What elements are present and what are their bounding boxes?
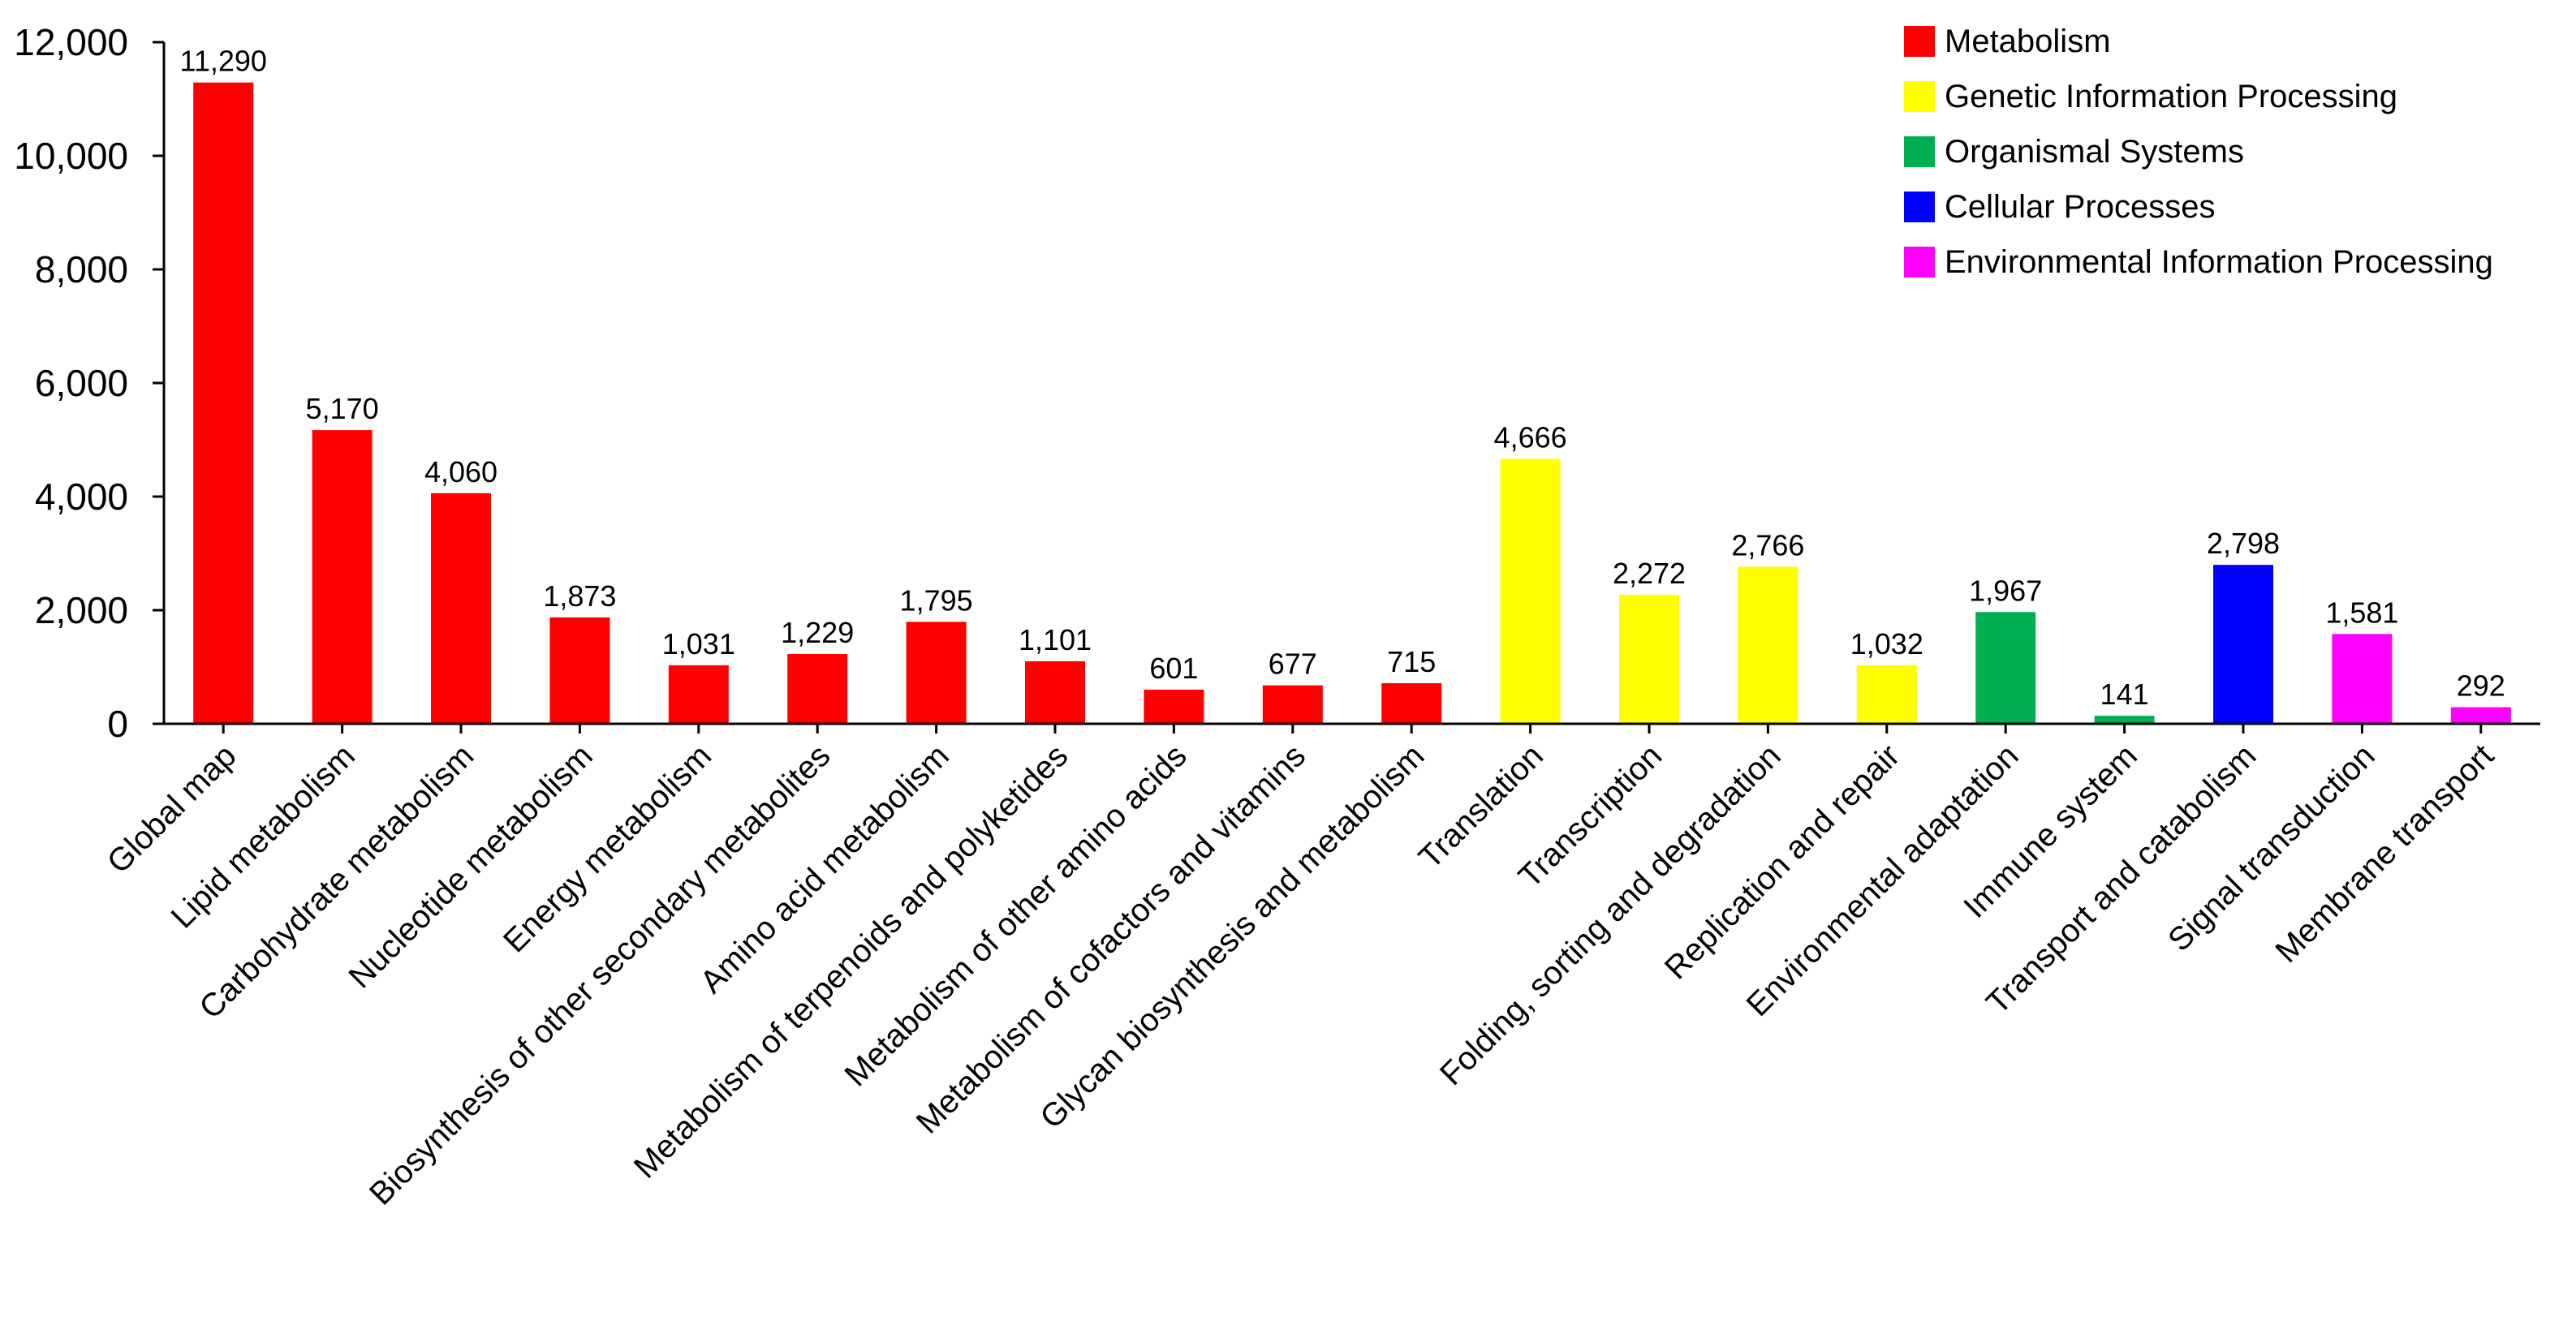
data-label: 1,967	[1969, 574, 2042, 607]
x-tick-label: Energy metabolism	[497, 738, 718, 959]
legend-label: Metabolism	[1945, 24, 2111, 59]
data-label: 4,060	[424, 455, 498, 488]
bar	[1381, 682, 1442, 724]
data-label: 2,798	[2207, 527, 2280, 560]
bar	[668, 665, 729, 724]
bars: 11,290 5,170 4,060 1,873 1,031 1,229 1,795 1,10…	[179, 45, 2511, 724]
bar	[1262, 685, 1323, 724]
y-tick-label: 0	[107, 703, 128, 745]
legend-swatch	[1904, 81, 1935, 112]
data-label: 2,766	[1731, 528, 1804, 562]
y-axis: 0 2,000 4,000 6,000 8,000 10,000 12,000	[14, 21, 166, 745]
data-label: 292	[2457, 669, 2505, 703]
data-label: 2,272	[1613, 557, 1686, 590]
legend-swatch	[1904, 247, 1935, 278]
y-tick-label: 12,000	[14, 21, 128, 63]
bar	[1025, 660, 1085, 724]
data-label: 1,229	[781, 616, 854, 649]
data-label: 1,873	[543, 579, 616, 613]
bar	[431, 493, 491, 724]
x-tick-label: Replication and repair	[1658, 738, 1906, 986]
data-label: 1,032	[1850, 627, 1923, 660]
y-tick-label: 6,000	[35, 362, 128, 404]
y-tick-label: 4,000	[35, 475, 128, 518]
x-tick-label: Signal transduction	[2161, 738, 2382, 958]
bar	[1856, 665, 1917, 724]
data-label: 5,170	[306, 392, 379, 425]
legend-label: Genetic Information Processing	[1945, 79, 2397, 114]
legend-swatch	[1904, 136, 1935, 167]
legend-label: Cellular Processes	[1945, 189, 2215, 225]
legend-label: Environmental Information Processing	[1945, 244, 2493, 280]
y-tick-label: 2,000	[35, 589, 128, 631]
data-label: 715	[1387, 645, 1436, 678]
data-label: 677	[1269, 648, 1317, 681]
legend: Metabolism Genetic Information Processing…	[1904, 24, 2493, 280]
data-label: 1,581	[2325, 596, 2398, 629]
bar	[549, 617, 610, 724]
legend-label: Organismal Systems	[1945, 134, 2244, 170]
data-label: 1,101	[1019, 623, 1092, 656]
data-label: 1,795	[900, 583, 973, 617]
bar	[193, 82, 254, 724]
x-tick-label: Nucleotide metabolism	[342, 738, 600, 995]
data-label: 4,666	[1494, 420, 1567, 454]
bar	[2450, 707, 2511, 724]
bar	[1738, 566, 1798, 724]
x-tick-label: Metabolism of terpenoids and polyketides	[627, 738, 1075, 1185]
bar	[2332, 634, 2393, 724]
bar	[2213, 565, 2273, 724]
y-tick-label: 8,000	[35, 248, 128, 290]
legend-swatch	[1904, 26, 1935, 57]
data-label: 141	[2100, 678, 2149, 711]
data-label: 1,031	[662, 627, 735, 660]
data-label: 11,290	[179, 45, 266, 78]
x-tick-label: Amino acid metabolism	[693, 738, 956, 1000]
bar	[1144, 689, 1204, 724]
bar	[2094, 716, 2155, 724]
data-label: 601	[1149, 652, 1198, 685]
bar	[1500, 458, 1561, 724]
bar	[787, 653, 848, 724]
bar	[1975, 612, 2036, 724]
y-tick-label: 10,000	[14, 135, 128, 177]
legend-swatch	[1904, 191, 1935, 222]
bar	[1619, 594, 1679, 724]
bar	[906, 622, 967, 724]
bar	[312, 430, 373, 724]
x-tick-label: Membrane transport	[2268, 738, 2501, 970]
